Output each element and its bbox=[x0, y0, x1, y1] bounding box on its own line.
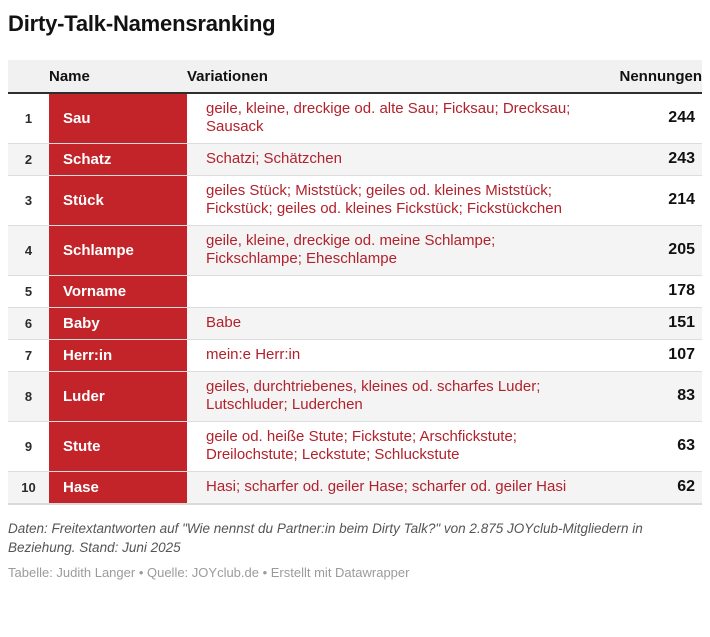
mentions-cell: 244 bbox=[668, 109, 695, 126]
byline-table-label: Tabelle: bbox=[8, 564, 57, 580]
variations-cell: Babe bbox=[206, 313, 242, 331]
mentions-cell: 107 bbox=[668, 346, 695, 363]
page-title: Dirty-Talk-Namensranking bbox=[8, 11, 276, 36]
table-body: 1 Sau geile, kleine, dreckige od. alte S… bbox=[8, 93, 702, 503]
variations-cell bbox=[187, 276, 590, 307]
variations-cell: geile, kleine, dreckige od. meine Schlam… bbox=[206, 231, 496, 268]
name-cell: Baby bbox=[49, 307, 187, 339]
header-rank-spacer bbox=[8, 60, 49, 92]
name-cell: Hase bbox=[49, 471, 187, 503]
variations-cell: geiles Stück; Miststück; geiles od. klei… bbox=[206, 181, 562, 218]
data-notes: Daten: Freitextantworten auf "Wie nennst… bbox=[8, 520, 643, 556]
byline-author: Judith Langer bbox=[56, 564, 136, 580]
name-cell: Stück bbox=[49, 175, 187, 225]
name-cell: Herr:in bbox=[49, 339, 187, 371]
name-cell: Vorname bbox=[49, 275, 187, 307]
name-cell: Sau bbox=[49, 93, 187, 143]
byline-source-link[interactable]: JOYclub.de bbox=[191, 564, 259, 580]
header-variations: Variationen bbox=[187, 67, 268, 85]
mentions-cell: 151 bbox=[668, 314, 695, 331]
variations-cell: geile od. heiße Stute; Fickstute; Arschf… bbox=[206, 427, 517, 464]
table-row: 6 Baby Babe 151 bbox=[8, 306, 702, 339]
table-row: 7 Herr:in mein:e Herr:in 107 bbox=[8, 338, 702, 371]
rank-cell: 2 bbox=[24, 151, 33, 167]
name-cell: Schatz bbox=[49, 143, 187, 175]
table-row: 9 Stute geile od. heiße Stute; Fickstute… bbox=[8, 420, 702, 471]
footer: Daten: Freitextantworten auf "Wie nennst… bbox=[8, 519, 702, 580]
table-row: 5 Vorname 178 bbox=[8, 274, 702, 307]
variations-cell: Schatzi; Schätzchen bbox=[206, 149, 342, 167]
table-header-row: Name Variationen Nennungen bbox=[8, 59, 703, 94]
rank-cell: 4 bbox=[24, 242, 33, 258]
table-row: 8 Luder geiles, durchtriebenes, kleines … bbox=[8, 370, 702, 421]
name-cell: Luder bbox=[49, 371, 187, 421]
byline: Tabelle: Judith Langer • Quelle: JOYclub… bbox=[8, 565, 702, 580]
rank-cell: 8 bbox=[24, 388, 33, 404]
rank-cell: 5 bbox=[24, 283, 33, 299]
mentions-cell: 214 bbox=[668, 191, 695, 208]
rank-cell: 3 bbox=[24, 192, 33, 208]
rank-cell: 1 bbox=[24, 110, 33, 126]
ranking-table: Name Variationen Nennungen 1 Sau geile, … bbox=[8, 59, 703, 505]
name-cell: Stute bbox=[49, 421, 187, 471]
mentions-cell: 243 bbox=[668, 150, 695, 167]
header-name: Name bbox=[49, 67, 90, 85]
rank-cell: 10 bbox=[21, 479, 36, 495]
table-row: 2 Schatz Schatzi; Schätzchen 243 bbox=[8, 142, 702, 175]
table-row: 3 Stück geiles Stück; Miststück; geiles … bbox=[8, 174, 702, 225]
mentions-cell: 62 bbox=[677, 478, 695, 495]
byline-datawrapper-link[interactable]: Erstellt mit Datawrapper bbox=[270, 564, 410, 580]
variations-cell: mein:e Herr:in bbox=[206, 345, 301, 363]
variations-cell: Hasi; scharfer od. geiler Hase; scharfer… bbox=[206, 477, 567, 495]
rank-cell: 7 bbox=[24, 347, 33, 363]
mentions-cell: 83 bbox=[677, 387, 695, 404]
byline-source-label: • Quelle: bbox=[135, 564, 192, 580]
mentions-cell: 178 bbox=[668, 282, 695, 299]
byline-separator: • bbox=[258, 564, 271, 580]
table-row: 4 Schlampe geile, kleine, dreckige od. m… bbox=[8, 224, 702, 275]
header-mentions: Nennungen bbox=[619, 67, 703, 85]
variations-cell: geiles, durchtriebenes, kleines od. scha… bbox=[206, 377, 541, 414]
table-row: 10 Hase Hasi; scharfer od. geiler Hase; … bbox=[8, 470, 702, 503]
mentions-cell: 63 bbox=[677, 437, 695, 454]
mentions-cell: 205 bbox=[668, 241, 695, 258]
variations-cell: geile, kleine, dreckige od. alte Sau; Fi… bbox=[206, 99, 571, 136]
table-row: 1 Sau geile, kleine, dreckige od. alte S… bbox=[8, 93, 702, 143]
rank-cell: 6 bbox=[24, 315, 33, 331]
name-cell: Schlampe bbox=[49, 225, 187, 275]
rank-cell: 9 bbox=[24, 438, 33, 454]
